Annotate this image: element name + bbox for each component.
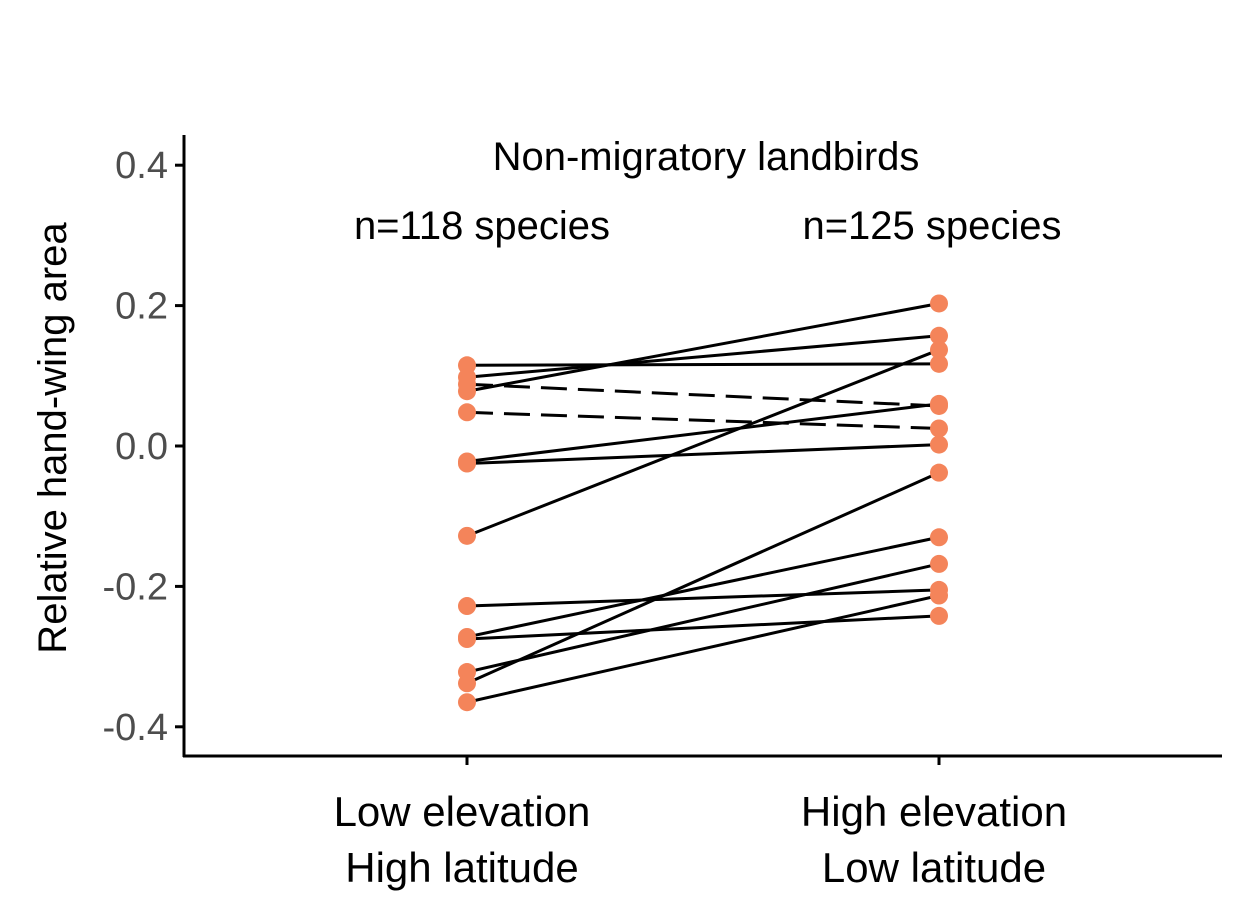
point-low [458,674,476,693]
sample-size-high: n=125 species [802,204,1061,248]
y-tick-label: -0.4 [103,707,168,749]
chart-title: Non-migratory landbirds [493,135,920,179]
pair-line [466,302,940,393]
x-axis-ticks: Low elevation High latitude High elevation… [334,756,1067,891]
point-low [458,597,476,616]
x-tick-label: High latitude [345,844,578,891]
x-tick-label: Low latitude [822,844,1046,891]
point-low [458,630,476,649]
point-high [930,606,948,625]
point-low [458,375,476,394]
pair-line [466,471,940,685]
point-high [930,419,948,438]
x-tick-label: Low elevation [334,788,591,835]
pair-line [466,362,940,367]
y-tick-label: -0.2 [103,566,168,608]
pair-line [466,562,940,674]
point-high [930,326,948,345]
point-high [930,394,948,413]
y-tick-label: 0.2 [115,286,168,328]
point-high [930,294,948,313]
y-axis-ticks: 0.4 0.2 0.0 -0.2 -0.4 [103,145,184,749]
y-tick-label: 0.0 [115,426,168,468]
point-high [930,354,948,373]
point-high [930,435,948,454]
point-low [458,526,476,545]
pair-line [466,594,940,704]
pair-line [466,614,940,641]
pair-line [466,348,940,538]
y-axis-title: Relative hand-wing area [31,222,75,654]
point-high [930,340,948,359]
pair-line [466,334,940,379]
pair-line [466,443,940,466]
point-high [930,554,948,573]
point-low [458,403,476,422]
y-tick-label: 0.4 [115,145,168,187]
pair-line [466,535,940,639]
point-high [930,463,948,482]
point-low [458,454,476,473]
pair-line [466,402,940,463]
point-low [458,693,476,712]
sample-size-low: n=118 species [354,204,610,248]
pair-lines [466,302,940,704]
point-high [930,586,948,605]
point-high [930,528,948,547]
pair-line [466,588,940,608]
x-tick-label: High elevation [801,788,1067,835]
data-points [458,294,948,712]
pair-line-dashed [466,410,940,430]
pair-line-dashed [466,382,940,408]
